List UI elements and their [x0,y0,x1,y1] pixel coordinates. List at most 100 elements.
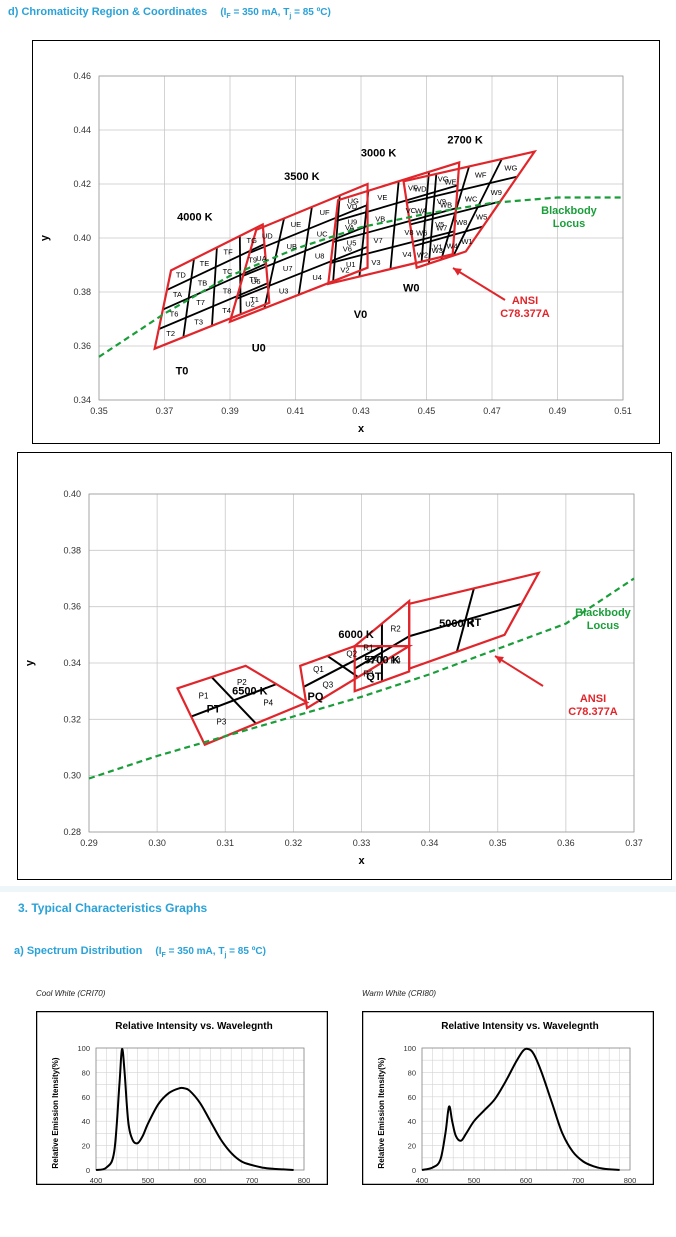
y-tick-label: 0.38 [73,287,91,297]
bin-code-label: P3 [217,717,227,726]
spectrum-chart-title: Relative Intensity vs. Wavelegnth [115,1021,272,1032]
bin-code-label: R3 [363,669,374,678]
y-tick-label: 0.46 [73,71,91,81]
x-tick-label: 0.35 [489,838,507,848]
bin-code-label: V1 [433,243,442,252]
bin-code-label: VA [345,223,354,232]
cct-label: 4000 K [177,212,213,224]
bin-code-label: WE [444,178,456,187]
bin-line [335,184,458,222]
bin-line [190,683,277,718]
bin-code-label: W7 [436,223,447,232]
bin-code-label: VC [406,206,417,215]
x-tick-label: 500 [468,1176,481,1185]
bin-code-label: Q4 [368,655,379,664]
x-tick-label: 0.37 [625,838,643,848]
region-label: T0 [176,366,189,378]
bin-line [249,204,368,254]
bin-code-label: W9 [491,188,502,197]
bin-line [332,207,457,243]
bin-code-label: U4 [312,273,322,282]
bin-code-label: WF [475,171,487,180]
spectrum-series-line [95,1048,294,1171]
bin-code-label: UE [291,220,301,229]
y-tick-label: 0.44 [73,125,91,135]
cct-label: 5700 K [364,654,400,666]
bin-code-label: UC [317,230,328,239]
y-tick-label: 0.28 [63,827,81,837]
bin-code-label: TE [200,259,210,268]
region-label: PQ [307,691,323,703]
cool-white-caption: Cool White (CRI70) [36,989,106,998]
bin-code-label: V9 [437,197,446,206]
region-label: U0 [252,343,266,355]
y-tick-label: 80 [408,1068,416,1077]
x-tick-label: 400 [416,1176,429,1185]
ansi-arrow-head [495,656,504,664]
bin-code-label: V8 [404,228,413,237]
x-tick-label: 600 [520,1176,533,1185]
spectrum-chart-title: Relative Intensity vs. Wavelegnth [441,1021,598,1032]
y-tick-label: 0.36 [73,341,91,351]
x-tick-label: 0.37 [156,406,174,416]
y-axis-label: y [39,234,51,241]
bin-line [406,175,518,204]
y-axis-label: y [24,659,36,666]
ansi-label: C78.377A [568,706,618,718]
y-tick-label: 80 [82,1068,90,1077]
bin-code-label: W1 [461,237,472,246]
plot-area [98,75,624,401]
bin-code-label: W2 [417,251,428,260]
bin-code-label: P2 [237,678,247,687]
bin-line [452,158,503,256]
bin-code-label: U1 [346,260,356,269]
ansi-label: ANSI [580,693,606,705]
bin-code-label: UG [348,196,359,205]
bin-code-label: T3 [194,318,203,327]
chromaticity-heading: d) Chromaticity Region & Coordinates (IF… [8,6,331,20]
x-tick-label: 800 [624,1176,637,1185]
warm-white-caption: Warm White (CRI80) [362,989,437,998]
bin-code-label: P4 [263,699,273,708]
x-tick-label: 0.35 [90,406,108,416]
bin-code-label: W3 [432,246,443,255]
bin-code-label: TD [176,270,187,279]
x-tick-label: 600 [194,1176,207,1185]
ansi-arrow [494,655,544,687]
y-tick-label: 0.40 [63,489,81,499]
x-tick-label: 0.41 [287,406,305,416]
y-tick-label: 0 [412,1166,416,1175]
y-tick-label: 40 [408,1117,416,1126]
y-tick-label: 20 [82,1142,90,1151]
bin-code-label: T8 [223,287,232,296]
bin-code-label: VF [408,184,418,193]
ansi-region [326,160,461,286]
region-label: RT [467,617,482,629]
cct-label: 6000 K [338,629,374,641]
bin-code-label: WD [414,185,427,194]
y-tick-label: 60 [408,1093,416,1102]
cct-label: 5000 K [439,618,475,630]
x-tick-label: 0.51 [614,406,632,416]
y-tick-label: 0.40 [73,233,91,243]
ansi-region [353,598,411,693]
region-label: PT [207,703,221,715]
y-axis-label: Relative Emission Itensity(%) [51,1057,60,1168]
bin-code-label: WB [440,200,452,209]
bin-code-label: V3 [371,258,380,267]
y-tick-label: 100 [77,1044,90,1053]
x-tick-label: 0.30 [148,838,166,848]
bin-code-label: V5 [435,220,444,229]
bin-code-label: U8 [315,251,325,260]
bin-code-label: WC [465,194,478,203]
spectrum-series-line [421,1047,620,1171]
blackbody-locus [98,196,623,358]
x-tick-label: 700 [246,1176,259,1185]
bin-code-label: V6 [343,244,352,253]
bin-code-label: U9 [348,218,358,227]
ansi-arrow [452,267,506,301]
chromaticity-condition: (IF = 350 mA, Tj = 85 ºC) [220,7,331,20]
blackbody-locus [88,577,635,780]
bin-code-label: VB [375,215,385,224]
